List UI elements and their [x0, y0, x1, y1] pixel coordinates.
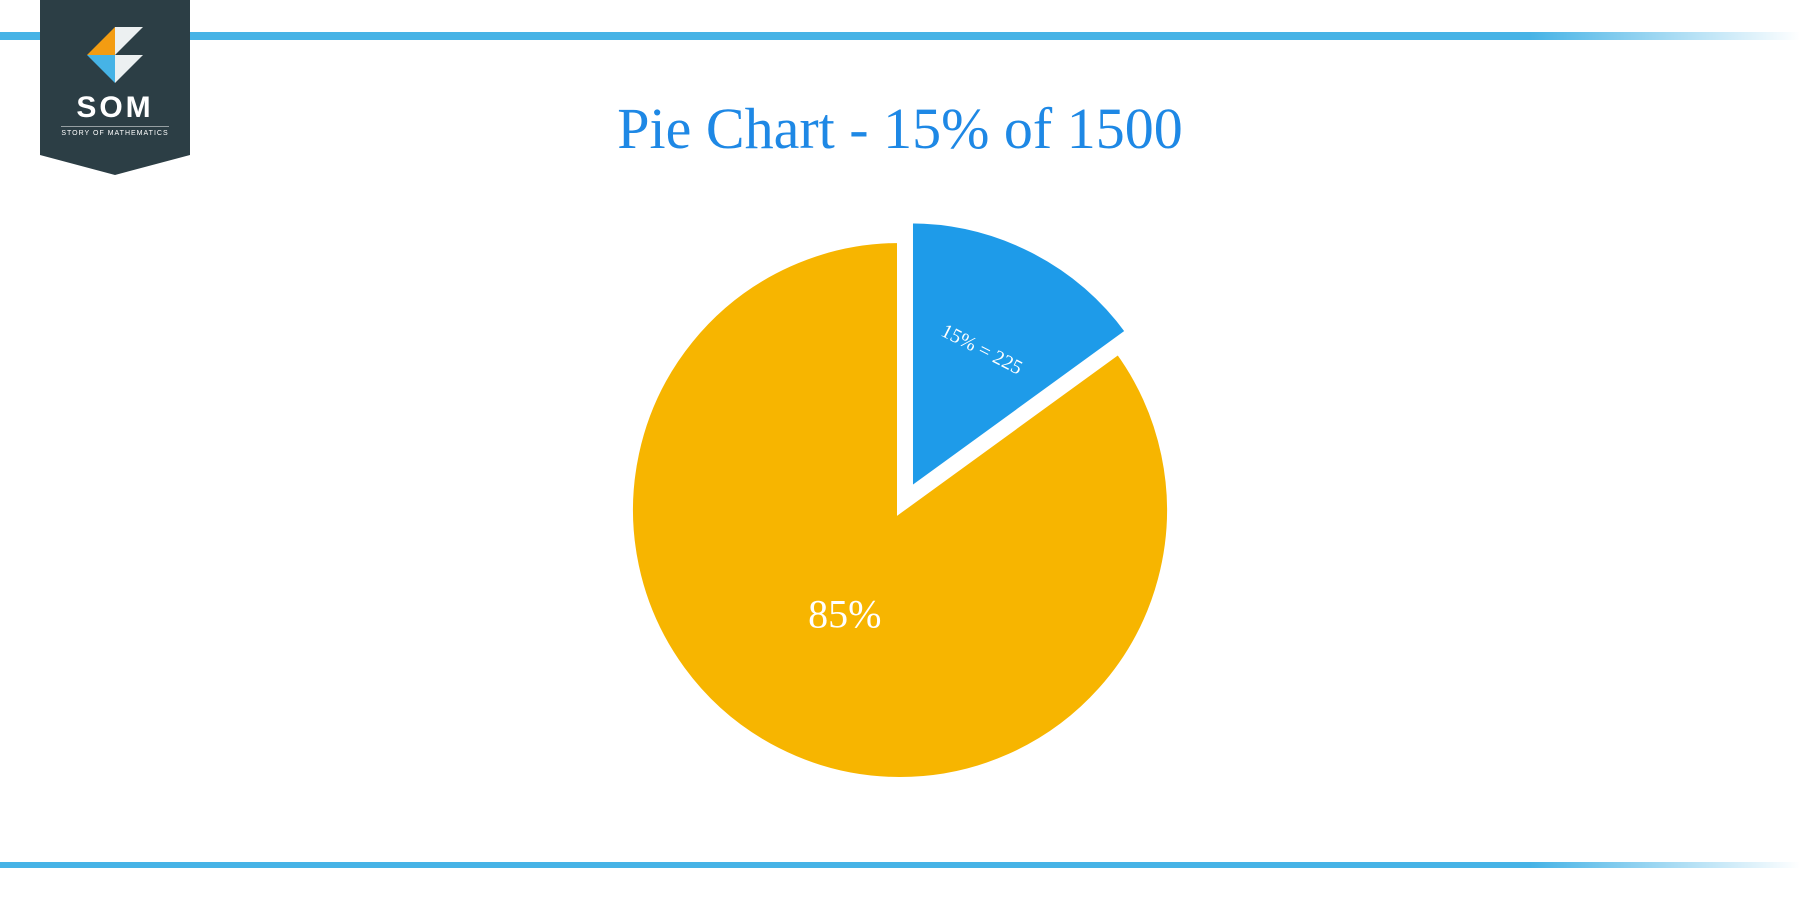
- pie-chart: 85%15% = 225: [620, 220, 1180, 780]
- brand-logo-icon: [87, 27, 143, 83]
- bottom-accent-bar: [0, 862, 1800, 868]
- pie-slice-label-remaining: 85%: [808, 591, 881, 636]
- chart-title: Pie Chart - 15% of 1500: [0, 95, 1800, 162]
- top-accent-bar: [0, 32, 1800, 40]
